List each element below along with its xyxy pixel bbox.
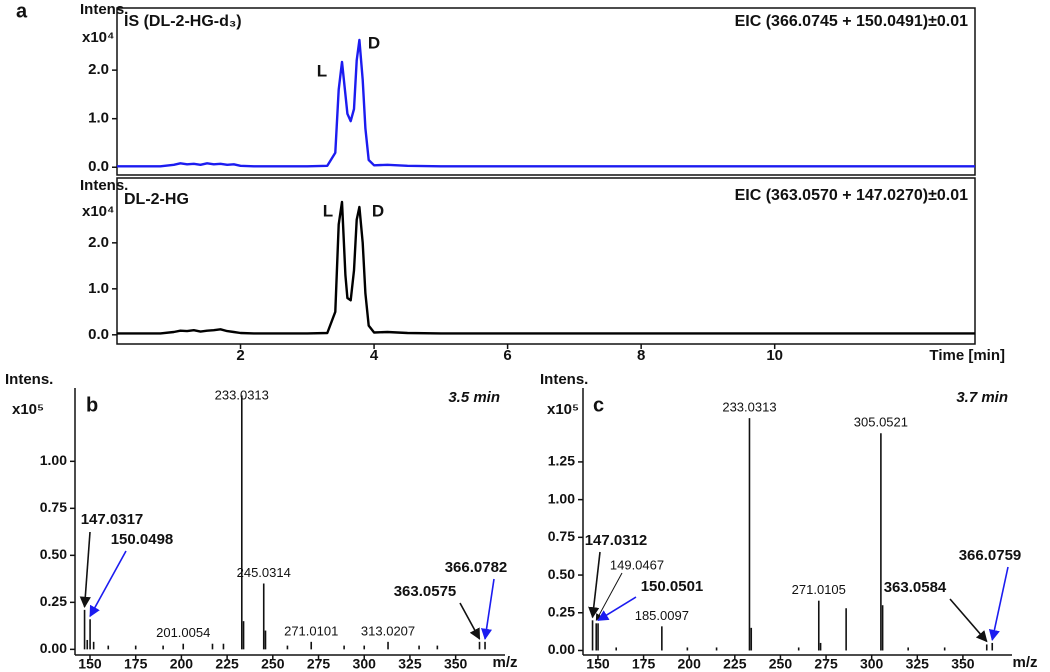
y-axis-scale: x10⁴	[82, 29, 114, 46]
y-tick-label: 2.0	[88, 234, 109, 251]
peak-label: 245.0314	[237, 565, 291, 580]
y-axis-scale: x10⁵	[12, 401, 44, 418]
peak-annotation: D	[372, 201, 384, 220]
peak-label: 233.0313	[722, 400, 776, 415]
x-tick-label: 275	[814, 656, 838, 672]
x-tick-label: 225	[723, 656, 747, 672]
y-tick-label: 0.00	[40, 640, 67, 656]
peak-label: 149.0467	[610, 557, 664, 572]
x-tick-label: 4	[370, 347, 379, 364]
peak-label: 366.0759	[959, 547, 1022, 564]
peak-annotation: L	[317, 61, 327, 80]
peak-label: 363.0584	[884, 579, 947, 596]
x-tick-label: 300	[860, 656, 884, 672]
trace-subtitle: EIC (363.0570 + 147.0270)±0.01	[735, 187, 969, 204]
peak-label: 271.0105	[792, 582, 846, 597]
peak-label: 366.0782	[445, 559, 508, 576]
retention-time: 3.5 min	[448, 389, 500, 406]
x-tick-label: 2	[236, 347, 244, 364]
eic-trace	[117, 200, 975, 335]
x-tick-label: 6	[503, 347, 511, 364]
x-tick-label: 150	[586, 656, 610, 672]
plot-frame	[116, 7, 976, 176]
peak-arrow	[79, 531, 91, 608]
peak-annotation: L	[323, 201, 333, 220]
y-axis-scale: x10⁵	[547, 401, 579, 418]
x-tick-label: 200	[678, 656, 702, 672]
retention-time: 3.7 min	[956, 389, 1008, 406]
panel-letter: c	[593, 394, 604, 416]
peak-label: 271.0101	[284, 623, 338, 638]
trace-title: IS (DL-2-HG-d₃)	[124, 13, 242, 30]
y-tick-label: 0.0	[88, 158, 109, 175]
y-axis-label: Intens.	[80, 1, 128, 18]
peak-label: 305.0521	[854, 415, 908, 430]
y-axis-label: Intens.	[540, 371, 588, 388]
x-tick-label: 225	[215, 656, 239, 672]
panel-letter: b	[86, 394, 98, 416]
y-tick-label: 1.00	[548, 490, 575, 506]
trace-title: DL-2-HG	[124, 191, 189, 208]
x-axis-label: m/z	[492, 654, 517, 671]
peak-label: 147.0317	[81, 511, 144, 528]
x-tick-label: 250	[769, 656, 793, 672]
y-tick-label: 1.0	[88, 110, 109, 127]
peak-label: 201.0054	[156, 625, 210, 640]
peak-arrow	[89, 550, 127, 618]
x-tick-label: 175	[124, 656, 148, 672]
y-tick-label: 1.00	[40, 452, 67, 468]
peak-arrow	[480, 578, 495, 640]
x-tick-label: 200	[170, 656, 194, 672]
y-tick-label: 2.0	[88, 61, 109, 78]
panel-letter: a	[16, 0, 28, 22]
x-tick-label: 150	[78, 656, 102, 672]
y-tick-label: 0.50	[40, 546, 67, 562]
peak-annotation: D	[368, 33, 380, 52]
peak-arrow	[588, 551, 601, 619]
x-tick-label: 8	[637, 347, 645, 364]
peak-label: 313.0207	[361, 623, 415, 638]
peak-label: 150.0501	[641, 578, 704, 595]
peak-arrow	[988, 566, 1009, 642]
eic-trace	[117, 38, 975, 168]
y-tick-label: 0.75	[40, 499, 67, 515]
x-tick-label: 350	[444, 656, 468, 672]
peak-label: 147.0312	[585, 532, 648, 549]
peak-label: 233.0313	[215, 387, 269, 402]
y-axis-scale: x10⁴	[82, 203, 114, 220]
peak-label: 185.0097	[635, 608, 689, 623]
y-tick-label: 1.0	[88, 280, 109, 297]
y-tick-label: 0.00	[548, 641, 575, 657]
plot-frame	[116, 177, 976, 345]
trace-subtitle: EIC (366.0745 + 150.0491)±0.01	[735, 13, 969, 30]
peak-label: 150.0498	[111, 531, 174, 548]
y-tick-label: 0.25	[548, 603, 575, 619]
y-axis-label: Intens.	[5, 371, 53, 388]
x-tick-label: 275	[307, 656, 331, 672]
x-tick-label: 10	[766, 347, 783, 364]
y-axis-label: Intens.	[80, 177, 128, 194]
x-axis-label: m/z	[1012, 654, 1037, 671]
x-tick-label: 325	[398, 656, 422, 672]
y-tick-label: 1.25	[548, 453, 575, 469]
peak-arrow	[597, 596, 637, 622]
x-tick-label: 300	[353, 656, 377, 672]
y-tick-label: 0.0	[88, 326, 109, 343]
peak-arrow	[459, 602, 481, 640]
peak-arrow	[949, 598, 988, 643]
x-tick-label: 325	[906, 656, 930, 672]
y-tick-label: 0.75	[548, 528, 575, 544]
x-tick-label: 250	[261, 656, 285, 672]
x-axis-label: Time [min]	[929, 347, 1005, 364]
y-tick-label: 0.50	[548, 566, 575, 582]
peak-label: 363.0575	[394, 583, 457, 600]
x-tick-label: 350	[951, 656, 975, 672]
y-tick-label: 0.25	[40, 593, 67, 609]
x-tick-label: 175	[632, 656, 656, 672]
